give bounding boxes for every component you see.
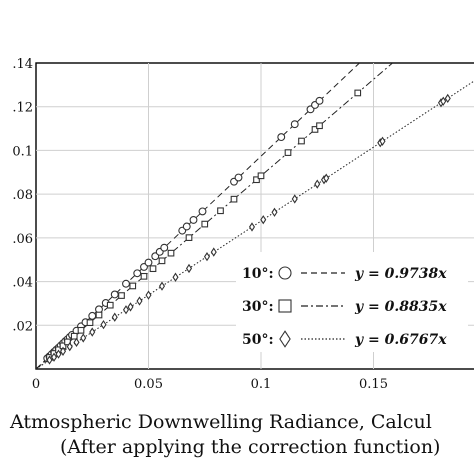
legend-label-square: 30°: xyxy=(242,299,274,315)
square-point xyxy=(311,126,319,133)
x-axis-label: Atmospheric Downwelling Radiance, Calcul xyxy=(9,411,432,433)
circle-point xyxy=(88,311,97,320)
square-point xyxy=(129,282,137,290)
legend-label-circle: 10°: xyxy=(242,266,274,282)
square-point xyxy=(70,332,78,340)
x-tick-labels: 0 0.05 0.1 0.15 xyxy=(32,377,388,392)
y-tick-label: .12 xyxy=(12,101,33,116)
x-tick-label: 0.05 xyxy=(134,377,163,392)
diamond-point xyxy=(248,222,256,232)
circle-point xyxy=(133,269,142,278)
y-tick-label: .08 xyxy=(12,188,33,203)
diamond-point xyxy=(145,290,152,300)
x-tick-label: 0 xyxy=(32,377,40,392)
diamond-point xyxy=(379,136,386,146)
legend-marker-diamond xyxy=(279,330,291,348)
circle-point xyxy=(182,222,191,231)
diamond-point xyxy=(323,173,330,183)
y-tick-label: .14 xyxy=(12,57,33,72)
diamond-point xyxy=(444,93,451,104)
circle-point xyxy=(290,120,299,129)
diamond-point xyxy=(59,346,67,356)
circle-point xyxy=(144,258,153,267)
y-tick-label: .04 xyxy=(12,276,33,291)
legend-equation-diamond: y = 0.6767x xyxy=(354,332,447,348)
diamond-point xyxy=(314,179,321,189)
diamond-point xyxy=(291,194,298,204)
diamond-point xyxy=(46,355,53,365)
legend: 10°: y = 0.9738x 30°: y = 0.8835x 50°: y = 0.… xyxy=(236,252,468,352)
diamond-point xyxy=(50,352,58,362)
square-point xyxy=(298,137,305,145)
diamond-point xyxy=(89,327,96,337)
square-point xyxy=(95,311,103,319)
diamond-point xyxy=(80,333,87,343)
square-point xyxy=(284,149,292,156)
legend-equation-circle: y = 0.9738x xyxy=(354,266,447,282)
fit-line-diamond xyxy=(36,80,474,369)
diamond-point xyxy=(260,215,267,225)
circle-point xyxy=(160,243,169,252)
square-point xyxy=(217,207,224,215)
diamond-point xyxy=(127,302,134,312)
square-point xyxy=(253,176,260,184)
circle-point xyxy=(110,290,119,299)
diamond-point xyxy=(158,281,166,291)
square-point xyxy=(118,292,125,299)
y-tick-label: 0.1 xyxy=(12,144,33,159)
square-point xyxy=(140,272,148,280)
y-tick-labels: .02 .04 .06 .08 0.1 .12 .14 xyxy=(12,57,33,334)
diamond-point xyxy=(172,272,179,282)
square-point xyxy=(149,265,157,273)
diamond-point xyxy=(210,247,217,257)
square-point xyxy=(158,257,166,265)
square-point xyxy=(316,122,323,130)
x-tick-label: 0.1 xyxy=(251,377,272,392)
square-point xyxy=(354,89,362,97)
diamond-point xyxy=(440,96,447,106)
square-point xyxy=(257,172,265,180)
diamond-point xyxy=(100,319,107,330)
square-point xyxy=(230,195,238,203)
diamond-point xyxy=(271,207,278,217)
circle-point xyxy=(122,279,130,288)
square-point xyxy=(64,338,71,346)
diamond-point xyxy=(66,342,73,352)
square-point xyxy=(185,234,193,241)
square-point xyxy=(106,301,114,309)
circle-point xyxy=(198,207,207,216)
legend-box xyxy=(236,252,468,352)
diamond-point xyxy=(73,337,80,347)
y-tick-label: .06 xyxy=(12,232,33,247)
legend-marker-circle xyxy=(278,266,292,280)
circle-point xyxy=(189,215,198,224)
y-tick-label: .02 xyxy=(12,319,33,334)
square-point xyxy=(167,249,175,257)
diamond-point xyxy=(185,263,193,274)
legend-marker-square xyxy=(278,299,292,313)
diamond-point xyxy=(203,252,211,262)
diamond-point xyxy=(111,312,118,322)
square-point xyxy=(201,220,209,228)
square-point xyxy=(77,326,85,334)
x-axis-label-line2: (After applying the correction function) xyxy=(60,436,440,458)
circle-point xyxy=(315,96,324,105)
diamond-point xyxy=(55,349,62,359)
data-points xyxy=(43,89,451,365)
circle-point xyxy=(234,173,243,182)
diamond-point xyxy=(136,296,143,306)
circle-point xyxy=(277,133,286,142)
square-point xyxy=(86,319,94,327)
x-tick-label: 0.15 xyxy=(359,377,388,392)
legend-label-diamond: 50°: xyxy=(242,332,274,348)
legend-equation-square: y = 0.8835x xyxy=(354,299,447,315)
diamond-point xyxy=(122,305,130,315)
